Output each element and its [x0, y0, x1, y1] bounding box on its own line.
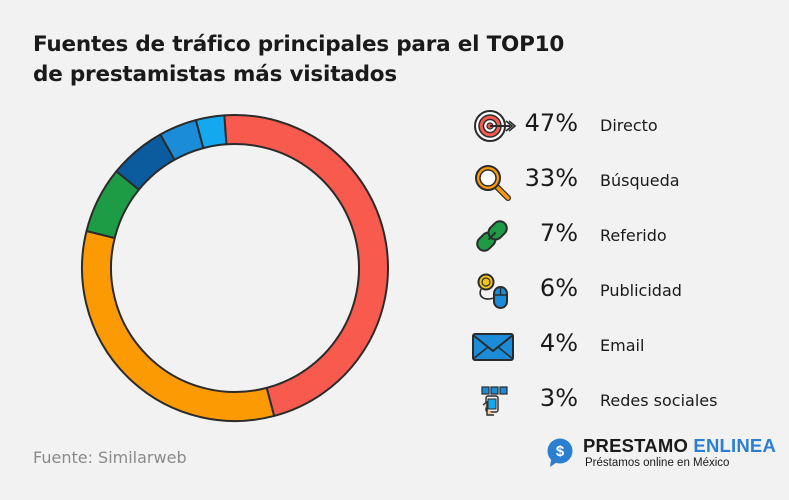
legend-item-publicidad: 6% Publicidad — [468, 265, 768, 315]
legend-label: Referido — [600, 226, 667, 245]
legend-label: Búsqueda — [600, 171, 680, 190]
dollar-chat-icon: $ — [547, 438, 573, 467]
legend-label: Publicidad — [600, 281, 682, 300]
coin-mouse-icon — [477, 273, 508, 309]
legend-value: 7% — [539, 219, 578, 247]
legend-value: 3% — [539, 384, 578, 412]
legend-item-redes-sociales: 3% Redes sociales — [468, 375, 768, 425]
chart-title-line-1: Fuentes de tráfico principales para el T… — [33, 32, 565, 57]
magnifier-icon — [475, 165, 511, 201]
brand-logo-block: $ PRESTAMO ENLINEA Préstamos online en M… — [545, 435, 776, 475]
brand-tagline: Préstamos online en México — [585, 457, 730, 469]
target-icon — [474, 110, 516, 142]
donut-slice-b-squeda — [81, 229, 276, 422]
envelope-icon — [472, 333, 514, 361]
social-hand-icon — [481, 386, 508, 416]
brand-name-part-1: PRESTAMO — [583, 435, 689, 456]
legend-value: 33% — [524, 164, 578, 192]
legend-item-directo: 47% Directo — [468, 100, 768, 150]
legend-value: 6% — [539, 274, 578, 302]
legend-value: 47% — [524, 109, 578, 137]
chart-title: Fuentes de tráfico principales para el T… — [33, 30, 564, 90]
source-note: Fuente: Similarweb — [33, 448, 187, 467]
chart-title-line-2: de prestamistas más visitados — [33, 62, 397, 87]
brand-name: PRESTAMO ENLINEA — [583, 435, 776, 457]
legend-item-email: 4% Email — [468, 320, 768, 370]
legend-item-busqueda: 33% Búsqueda — [468, 155, 768, 205]
legend-value: 4% — [539, 329, 578, 357]
legend-item-referido: 7% Referido — [468, 210, 768, 260]
brand-logo-symbol: $ — [556, 443, 565, 460]
legend-label: Directo — [600, 116, 658, 135]
donut-chart — [81, 114, 389, 422]
donut-slice-directo — [223, 114, 389, 417]
legend-label: Redes sociales — [600, 391, 718, 410]
link-icon — [476, 220, 508, 252]
brand-name-part-2: ENLINEA — [693, 435, 777, 456]
donut-slice-redes-sociales — [194, 114, 228, 150]
legend-label: Email — [600, 336, 645, 355]
